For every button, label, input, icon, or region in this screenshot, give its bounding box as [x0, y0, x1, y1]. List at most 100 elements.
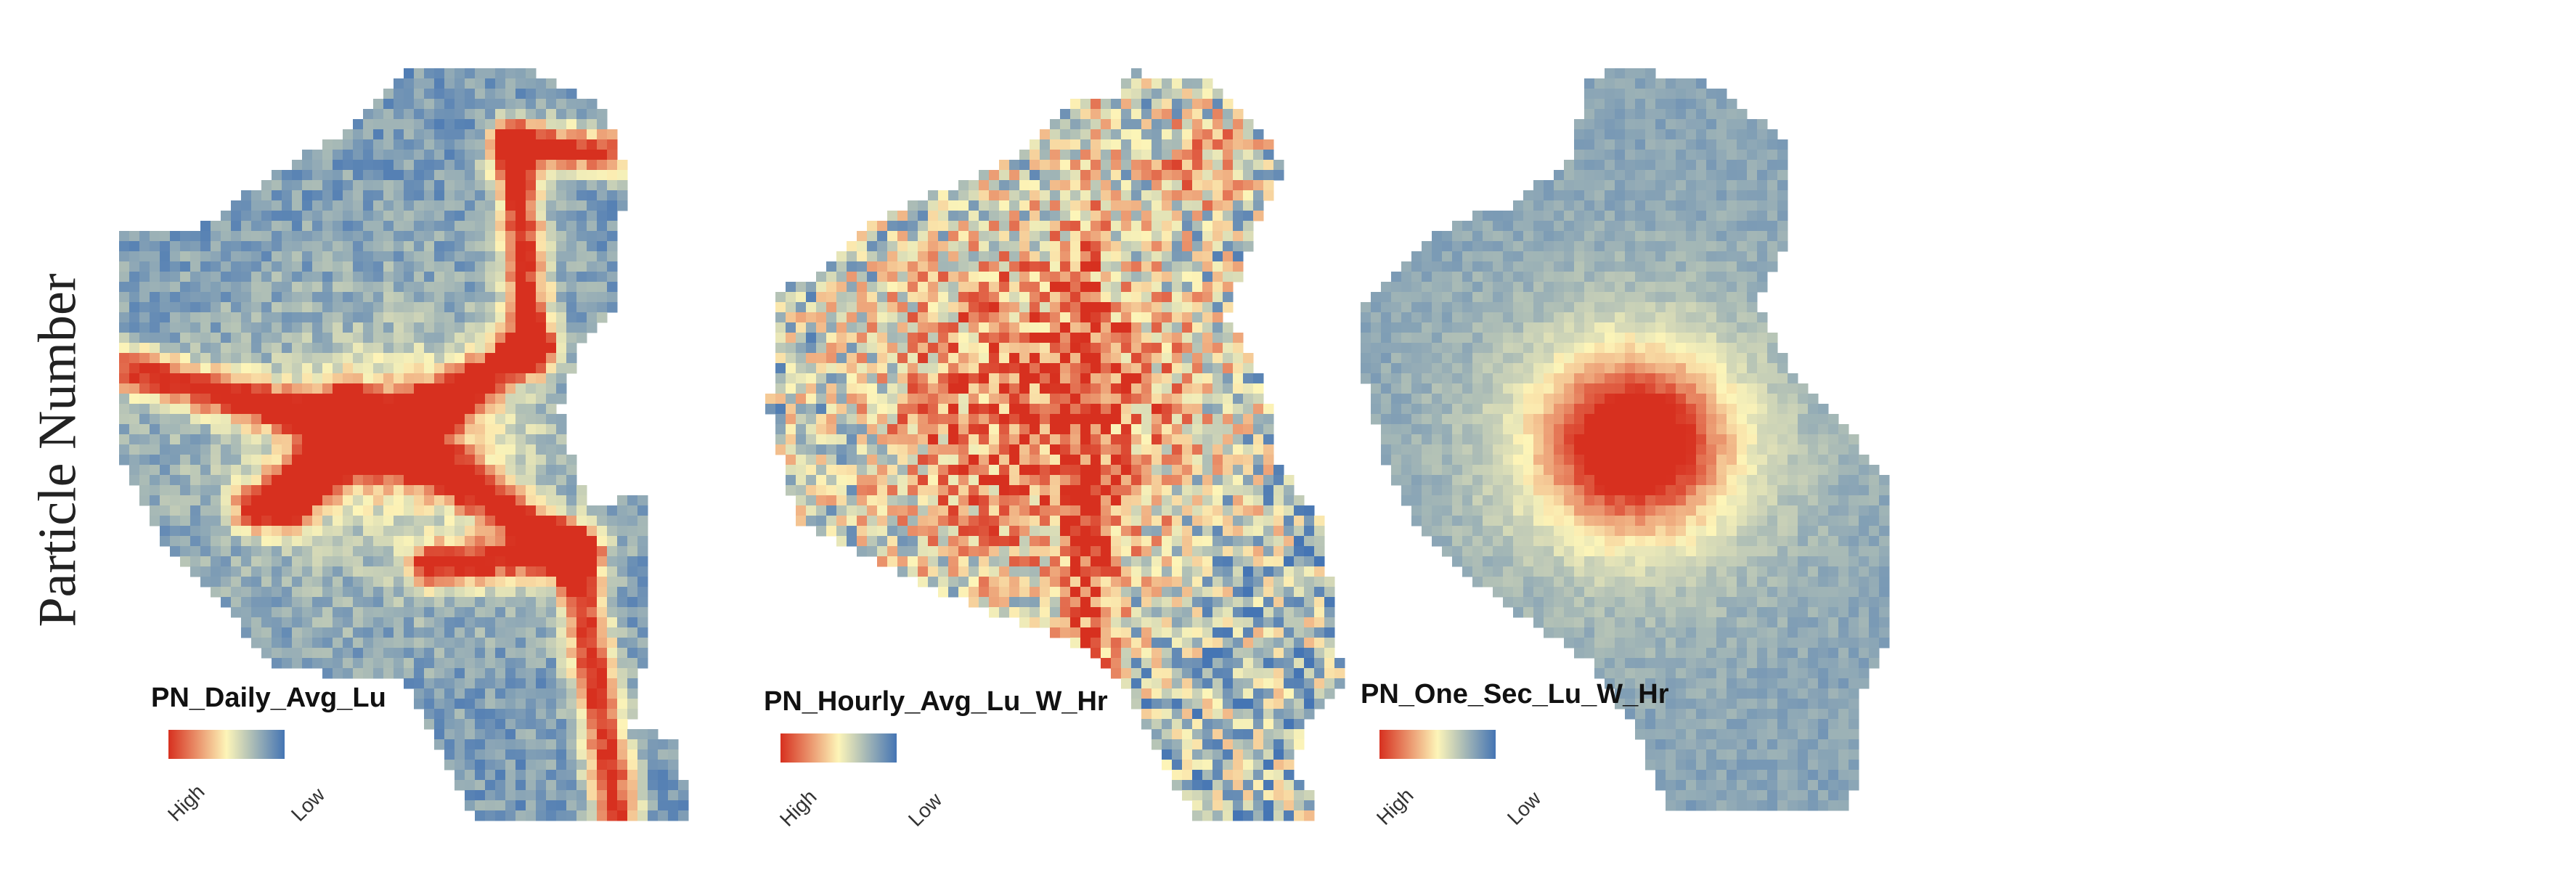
heatmap-cell: [1273, 556, 1284, 567]
heatmap-cell: [139, 495, 150, 506]
heatmap-cell: [170, 231, 181, 242]
heatmap-cell: [806, 373, 817, 384]
heatmap-cell: [999, 302, 1010, 313]
heatmap-cell: [444, 465, 455, 476]
heatmap-cell: [607, 566, 618, 577]
heatmap-cell: [1304, 536, 1315, 547]
heatmap-cell: [119, 261, 130, 272]
heatmap-cell: [1172, 312, 1183, 323]
heatmap-cell: [1050, 536, 1061, 547]
heatmap-cell: [475, 180, 486, 191]
heatmap-cell: [251, 272, 262, 282]
heatmap-cell: [495, 353, 506, 364]
heatmap-cell: [1212, 200, 1223, 211]
heatmap-cell: [1019, 475, 1030, 486]
heatmap-cell: [526, 89, 537, 99]
heatmap-cell: [877, 302, 888, 313]
heatmap-cell: [847, 241, 857, 252]
heatmap-cell: [1182, 261, 1193, 272]
heatmap-cell: [607, 292, 618, 303]
heatmap-cell: [383, 322, 394, 333]
heatmap-cell: [394, 455, 404, 466]
heatmap-cell: [272, 251, 282, 262]
heatmap-cell: [383, 200, 394, 211]
heatmap-cell: [404, 404, 415, 415]
heatmap-cell: [526, 587, 537, 598]
heatmap-cell: [231, 505, 242, 516]
heatmap-cell: [566, 770, 577, 781]
heatmap-cell: [1202, 475, 1213, 486]
heatmap-cell: [282, 597, 293, 608]
heatmap-cell: [1223, 495, 1234, 506]
heatmap-cell: [383, 99, 394, 110]
heatmap-cell: [1263, 485, 1274, 496]
heatmap-cell: [515, 150, 526, 160]
heatmap-cell: [1101, 302, 1112, 313]
heatmap-cell: [190, 465, 201, 476]
heatmap-cell: [1111, 383, 1122, 394]
heatmap-cell: [261, 465, 272, 476]
heatmap-cell: [495, 139, 506, 150]
heatmap-cell: [404, 221, 415, 232]
heatmap-cell: [383, 160, 394, 171]
heatmap-cell: [607, 170, 618, 181]
heatmap-cell: [597, 617, 608, 628]
heatmap-cell: [938, 312, 949, 323]
heatmap-cell: [485, 333, 496, 343]
heatmap-cell: [434, 68, 445, 79]
heatmap-cell: [1060, 485, 1071, 496]
heatmap-cell: [485, 434, 496, 445]
heatmap-cell: [251, 485, 262, 496]
heatmap-cell: [576, 709, 587, 720]
heatmap-cell: [302, 556, 313, 567]
heatmap-cell: [1060, 373, 1071, 384]
heatmap-cell: [1030, 302, 1040, 313]
heatmap-cell: [170, 546, 181, 557]
heatmap-cell: [1192, 251, 1203, 262]
heatmap-cell: [897, 363, 908, 374]
heatmap-cell: [1060, 587, 1071, 598]
heatmap-cell: [261, 526, 272, 537]
heatmap-cell: [1253, 516, 1264, 527]
heatmap-cell: [1030, 363, 1040, 374]
heatmap-cell: [414, 282, 425, 293]
heatmap-cell: [938, 221, 949, 232]
heatmap-cell: [816, 282, 827, 293]
heatmap-cell: [1182, 414, 1193, 425]
heatmap-cell: [1162, 343, 1173, 354]
heatmap-cell: [1284, 627, 1295, 638]
heatmap-cell: [1121, 394, 1132, 404]
heatmap-cell: [292, 465, 303, 476]
heatmap-cell: [465, 668, 476, 679]
heatmap-cell: [211, 231, 221, 242]
heatmap-cell: [1019, 150, 1030, 160]
heatmap-cell: [231, 322, 242, 333]
heatmap-cell: [536, 404, 547, 415]
heatmap-cell: [1253, 444, 1264, 455]
heatmap-cell: [806, 404, 817, 415]
heatmap-cell: [505, 231, 516, 242]
heatmap-cell: [129, 231, 140, 242]
heatmap-cell: [1050, 282, 1061, 293]
heatmap-cell: [495, 170, 506, 181]
heatmap-cell: [1121, 89, 1132, 99]
heatmap-cell: [170, 455, 181, 466]
heatmap-cell: [465, 312, 476, 323]
heatmap-cell: [938, 292, 949, 303]
heatmap-cell: [424, 261, 435, 272]
heatmap-cell: [958, 414, 969, 425]
heatmap-cell: [1182, 180, 1193, 191]
heatmap-cell: [333, 363, 343, 374]
heatmap-cell: [1202, 383, 1213, 394]
heatmap-cell: [221, 241, 232, 252]
heatmap-cell: [1131, 180, 1142, 191]
heatmap-cell: [302, 587, 313, 598]
heatmap-cell: [918, 200, 929, 211]
heatmap-cell: [1172, 485, 1183, 496]
heatmap-cell: [190, 383, 201, 394]
heatmap-cell: [1131, 434, 1142, 445]
heatmap-cell: [969, 251, 979, 262]
heatmap-cell: [556, 312, 567, 323]
heatmap-cell: [1152, 302, 1162, 313]
heatmap-cell: [1091, 424, 1101, 435]
